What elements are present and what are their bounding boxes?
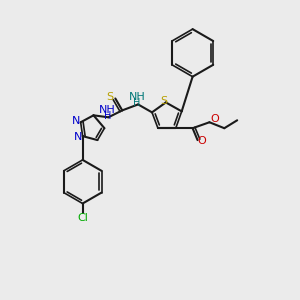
Text: H: H xyxy=(134,98,141,108)
Text: N: N xyxy=(74,132,82,142)
Text: NH: NH xyxy=(129,92,146,103)
Text: S: S xyxy=(160,97,167,106)
Text: O: O xyxy=(197,136,206,146)
Text: O: O xyxy=(210,114,219,124)
Text: Cl: Cl xyxy=(77,213,88,224)
Text: NH: NH xyxy=(99,105,116,116)
Text: S: S xyxy=(106,92,113,101)
Text: H: H xyxy=(104,111,111,121)
Text: N: N xyxy=(71,116,80,126)
